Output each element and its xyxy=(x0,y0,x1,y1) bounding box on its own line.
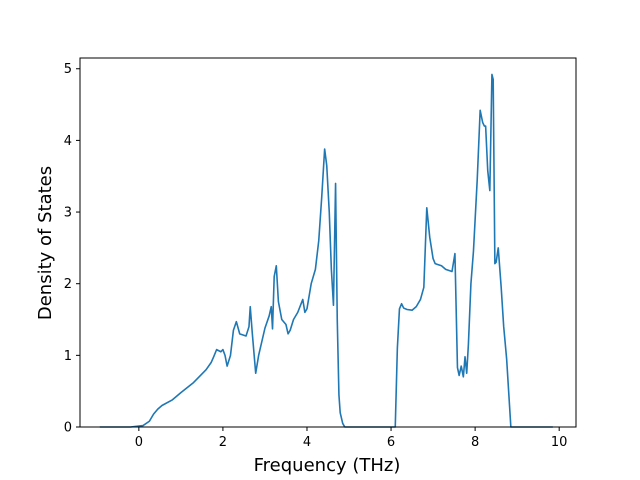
x-tick-label: 10 xyxy=(551,435,568,450)
x-tick-label: 2 xyxy=(219,435,227,450)
y-tick-label: 2 xyxy=(64,277,72,292)
plot-area xyxy=(79,57,577,428)
dos-series-line-1 xyxy=(99,73,553,428)
y-tick-label: 1 xyxy=(64,349,72,364)
axis-ticks: 0 2 4 6 8 10 0 1 2 3 4 5 xyxy=(64,62,568,450)
y-tick-label: 5 xyxy=(64,62,72,77)
y-axis-title: Density of States xyxy=(35,166,56,320)
axes-frame xyxy=(79,57,577,428)
y-tick-label: 0 xyxy=(64,421,72,436)
x-tick-label: 6 xyxy=(387,435,395,450)
y-tick-label: 4 xyxy=(64,134,72,149)
x-axis-title: Frequency (THz) xyxy=(254,455,401,476)
x-tick-label: 8 xyxy=(471,435,479,450)
x-tick-label: 0 xyxy=(135,435,143,450)
x-tick-label: 4 xyxy=(303,435,311,450)
y-tick-label: 3 xyxy=(64,206,72,221)
